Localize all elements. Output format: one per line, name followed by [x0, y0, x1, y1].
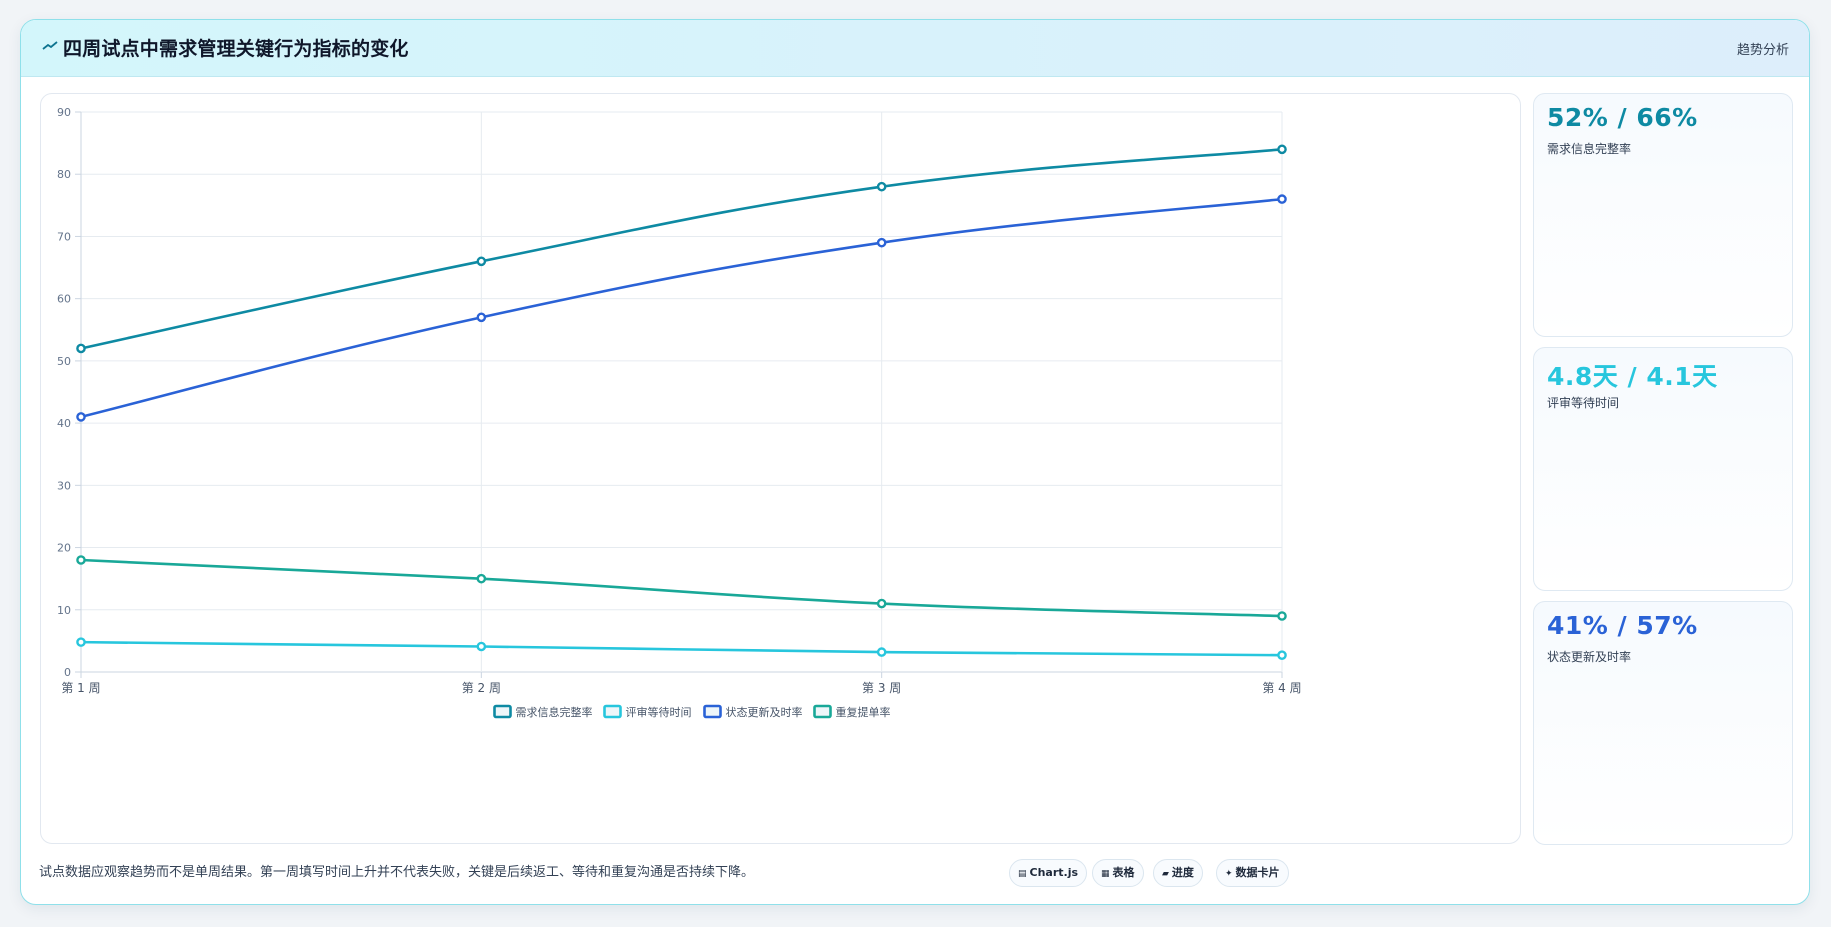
analysis-card: 四周试点中需求管理关键行为指标的变化 趋势分析 0 10 20 30 40 50 60 70 8… [20, 19, 1810, 905]
data-point [876, 237, 887, 248]
chart-icon: ▤ [1018, 869, 1027, 879]
series-line-1 [80, 640, 1283, 657]
stat-card-status-update: 41% / 57% 状态更新及时率 [1533, 601, 1793, 845]
x-tick-label: 第 1 周 [61, 681, 100, 695]
legend-swatch [603, 704, 622, 719]
trend-icon [42, 41, 58, 50]
y-tick-label: 70 [57, 230, 71, 243]
chip-label: 表格 [1112, 866, 1135, 879]
chip-chartjs[interactable]: ▤ Chart.js [1009, 859, 1088, 887]
series-line-0 [80, 148, 1283, 350]
x-tick-label: 第 4 周 [1262, 681, 1301, 695]
legend-label: 需求信息完整率 [516, 705, 593, 719]
stat-value: 41% / 57% [1547, 611, 1698, 640]
progress-icon: ▰ [1162, 869, 1169, 879]
y-tick-label: 30 [57, 479, 71, 492]
data-point [1277, 650, 1287, 661]
chip-progress[interactable]: ▰ 进度 [1153, 859, 1203, 887]
chip-label: Chart.js [1029, 866, 1079, 879]
y-tick-label: 40 [57, 417, 71, 430]
chart-panel: 0 10 20 30 40 50 60 70 80 90 第 1 周 第 2 周 第 3 周 第 4 周需… [40, 93, 1521, 844]
stat-label: 需求信息完整率 [1547, 142, 1632, 156]
data-point [1277, 611, 1287, 621]
y-tick-label: 90 [57, 106, 71, 119]
y-tick-label: 10 [57, 604, 71, 617]
data-point [1277, 144, 1287, 155]
series-line-3 [80, 558, 1283, 618]
stat-label: 状态更新及时率 [1547, 650, 1632, 664]
stat-label: 评审等待时间 [1547, 396, 1620, 410]
data-point [76, 637, 86, 647]
data-point [476, 312, 487, 323]
y-tick-label: 20 [57, 542, 71, 555]
data-point [876, 647, 887, 657]
card-header: 四周试点中需求管理关键行为指标的变化 趋势分析 [21, 20, 1809, 77]
stat-card-review-wait: 4.8天 / 4.1天 评审等待时间 [1533, 347, 1793, 591]
legend-label: 评审等待时间 [626, 705, 692, 719]
data-point [1277, 194, 1287, 204]
data-point [876, 598, 887, 609]
legend-swatch [813, 704, 832, 719]
y-tick-label: 0 [64, 666, 71, 679]
chip-label: 数据卡片 [1235, 866, 1280, 879]
data-point [76, 343, 86, 354]
legend-label: 状态更新及时率 [726, 705, 803, 719]
footnote: 试点数据应观察趋势而不是单周结果。第一周填写时间上升并不代表失败，关键是后续返工… [39, 865, 755, 880]
stat-card-completeness: 52% / 66% 需求信息完整率 [1533, 93, 1793, 337]
data-point [876, 181, 887, 192]
sparkle-icon: ✦ [1225, 869, 1233, 879]
data-point [76, 412, 86, 422]
legend-label: 重复提单率 [836, 705, 891, 719]
trend-analysis-tag: 趋势分析 [1736, 43, 1789, 58]
table-icon: ▦ [1101, 869, 1110, 879]
data-point [476, 641, 487, 652]
series-line-2 [80, 197, 1283, 419]
data-point [476, 256, 487, 267]
line-chart: 0 10 20 30 40 50 60 70 80 90 第 1 周 第 2 周 第 3 周 第 4 周需… [57, 106, 1302, 719]
y-tick-label: 80 [57, 168, 71, 181]
stat-value: 52% / 66% [1547, 103, 1698, 132]
chip-data-card[interactable]: ✦ 数据卡片 [1216, 859, 1289, 887]
y-tick-label: 50 [57, 355, 71, 368]
chip-table[interactable]: ▦ 表格 [1092, 859, 1144, 887]
legend-swatch [703, 704, 722, 719]
data-point [476, 573, 487, 584]
x-tick-label: 第 2 周 [462, 681, 501, 695]
legend-swatch [493, 704, 512, 719]
y-tick-label: 60 [57, 293, 71, 306]
page-title: 四周试点中需求管理关键行为指标的变化 [63, 38, 409, 60]
data-point [76, 555, 86, 565]
stat-value: 4.8天 / 4.1天 [1547, 362, 1718, 391]
chip-label: 进度 [1171, 866, 1194, 879]
x-tick-label: 第 3 周 [862, 681, 901, 695]
